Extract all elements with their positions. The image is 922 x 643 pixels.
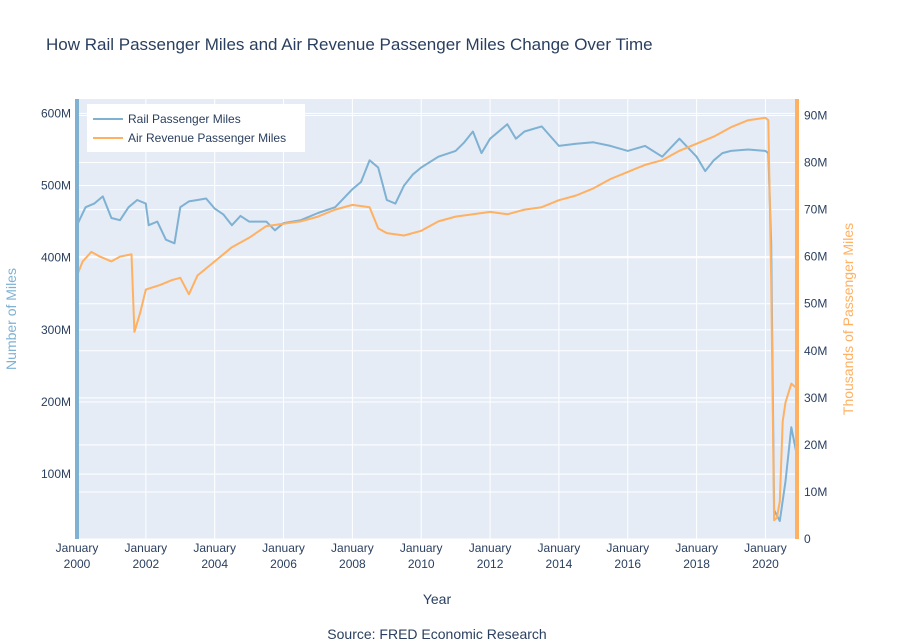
x-tick-label: January 2004 bbox=[193, 541, 236, 571]
source-note: Source: FRED Economic Research bbox=[327, 626, 546, 642]
y-right-axis-title: Thousands of Passenger Miles bbox=[840, 223, 856, 415]
series-layer bbox=[77, 116, 797, 522]
y-left-tick-label: 200M bbox=[41, 395, 71, 409]
x-tick-label: January 2010 bbox=[400, 541, 443, 571]
legend[interactable]: Rail Passenger Miles Air Revenue Passeng… bbox=[87, 104, 305, 152]
x-tick-label: January 2018 bbox=[675, 541, 718, 571]
x-tick-label: January 2012 bbox=[469, 541, 512, 571]
x-tick-label: January 2002 bbox=[124, 541, 167, 571]
plot-background bbox=[77, 99, 797, 539]
y-left-tick-label: 500M bbox=[41, 179, 71, 193]
y-right-tick-label: 20M bbox=[804, 438, 827, 452]
legend-box bbox=[87, 104, 305, 152]
series-line-air[interactable] bbox=[77, 116, 797, 522]
y-right-tick-label: 50M bbox=[804, 297, 827, 311]
y-right-tick-label: 10M bbox=[804, 485, 827, 499]
legend-label-rail[interactable]: Rail Passenger Miles bbox=[128, 112, 241, 126]
axis-layer: 100M 200M 300M 400M 500M 600M 0 10M 20M 30M 40M 50M… bbox=[41, 99, 827, 571]
y-right-tick-label: 70M bbox=[804, 203, 827, 217]
x-axis-title: Year bbox=[423, 591, 452, 607]
y-right-tick-label: 90M bbox=[804, 108, 827, 122]
legend-label-air[interactable]: Air Revenue Passenger Miles bbox=[128, 131, 286, 145]
y-left-tick-label: 300M bbox=[41, 323, 71, 337]
x-tick-label: January 2016 bbox=[606, 541, 649, 571]
x-tick-label: January 2000 bbox=[56, 541, 99, 571]
x-tick-label: January 2014 bbox=[538, 541, 581, 571]
y-left-axis-title: Number of Miles bbox=[3, 268, 19, 370]
series-line-rail[interactable] bbox=[77, 123, 797, 522]
y-right-tick-label: 40M bbox=[804, 344, 827, 358]
x-tick-label: January 2006 bbox=[262, 541, 305, 571]
y-left-tick-label: 100M bbox=[41, 467, 71, 481]
chart-title: How Rail Passenger Miles and Air Revenue… bbox=[46, 35, 653, 54]
y-right-tick-label: 80M bbox=[804, 156, 827, 170]
y-right-tick-label: 60M bbox=[804, 250, 827, 264]
y-left-tick-label: 600M bbox=[41, 106, 71, 120]
x-tick-label: January 2020 bbox=[744, 541, 787, 571]
y-right-tick-label: 30M bbox=[804, 391, 827, 405]
x-tick-label: January 2008 bbox=[331, 541, 374, 571]
y-right-tick-label: 0 bbox=[804, 532, 811, 546]
y-left-tick-label: 400M bbox=[41, 251, 71, 265]
